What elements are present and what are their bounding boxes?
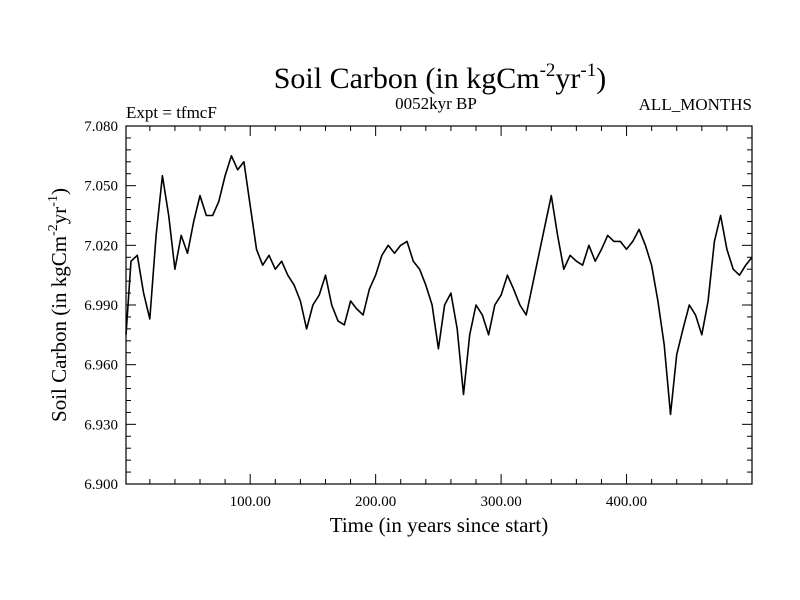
y-tick-label: 6.930 [84, 417, 118, 433]
ylabel-mid-text: yr [47, 207, 71, 225]
title-main-text: Soil Carbon (in kgCm [274, 62, 540, 95]
x-tick-label: 400.00 [606, 494, 647, 510]
x-tick-label: 100.00 [230, 494, 271, 510]
title-sup-1: -2 [540, 60, 556, 81]
ylabel-main-text: Soil Carbon (in kgCm [47, 236, 71, 422]
y-tick-label: 7.050 [84, 179, 118, 195]
subtitle-right: ALL_MONTHS [639, 95, 752, 114]
subtitle-left: Expt = tfmcF [126, 103, 217, 122]
y-tick-label: 6.900 [84, 477, 118, 493]
title-sup-2: -1 [580, 60, 596, 81]
x-axis-ticks: 100.00 200.00 300.00 400.00 [149, 126, 728, 510]
title-end-text: ) [596, 62, 606, 95]
x-axis-label: Time (in years since start) [330, 513, 549, 537]
x-tick-label: 200.00 [355, 494, 396, 510]
y-tick-label: 6.990 [84, 298, 118, 314]
ylabel-end-text: ) [47, 188, 71, 195]
x-tick-label: 300.00 [480, 494, 521, 510]
subtitle-center: 0052kyr BP [395, 94, 477, 113]
title-mid-text: yr [555, 62, 580, 95]
chart-title: Soil Carbon (in kgCm-2yr-1) [274, 60, 607, 95]
y-axis-label: Soil Carbon (in kgCm-2yr-1) [46, 188, 71, 422]
y-tick-label: 6.960 [84, 358, 118, 374]
ylabel-sup-1: -2 [46, 224, 61, 236]
series-line [125, 155, 753, 416]
plot-frame [125, 125, 753, 485]
y-tick-label: 7.080 [84, 119, 118, 135]
y-axis-ticks: 6.900 6.930 6.960 6.990 7.020 7.050 7.080 [84, 119, 752, 493]
ylabel-sup-2: -1 [46, 195, 61, 207]
y-tick-label: 7.020 [84, 238, 118, 254]
